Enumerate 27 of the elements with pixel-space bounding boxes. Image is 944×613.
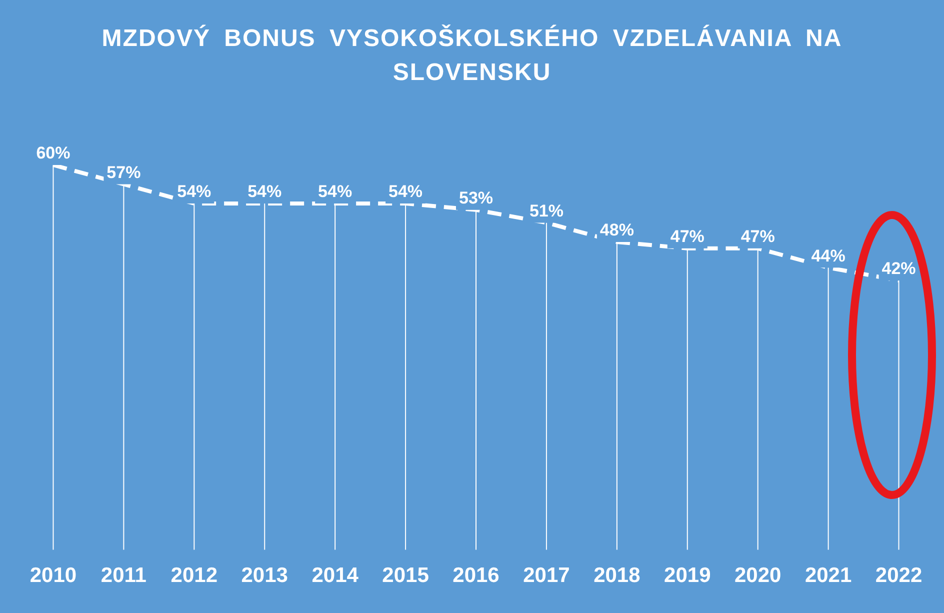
data-label: 57% [106,162,141,182]
data-label: 48% [600,220,634,240]
x-tick-label: 2013 [241,564,288,588]
x-tick-label: 2015 [382,564,430,588]
data-label: 54% [388,182,423,202]
x-tick-label: 2022 [875,564,922,588]
data-label: 47% [670,227,704,246]
x-tick-label: 2014 [312,564,359,588]
x-tick-label: 2019 [664,564,711,588]
data-label: 60% [36,144,70,163]
data-label: 44% [811,246,846,266]
x-tick-label: 2016 [452,564,500,588]
chart-title: MZDOVÝ BONUS VYSOKOŠKOLSKÉHO VZDELÁVANIA NA SLOVENSKU [100,24,844,88]
data-label: 51% [529,201,564,220]
x-tick-label: 2018 [594,564,641,588]
x-tick-label: 2021 [804,564,852,588]
data-label: 47% [740,227,775,246]
data-label: 54% [318,182,352,202]
data-label: 53% [458,188,494,208]
data-label: 54% [177,182,212,202]
x-tick-label: 2010 [30,564,77,588]
x-tick-label: 2020 [734,564,782,588]
data-label: 42% [882,259,916,278]
x-tick-label: 2011 [100,564,147,588]
data-label: 54% [248,182,282,202]
x-tick-label: 2017 [523,564,570,588]
x-tick-label: 2012 [170,564,218,588]
